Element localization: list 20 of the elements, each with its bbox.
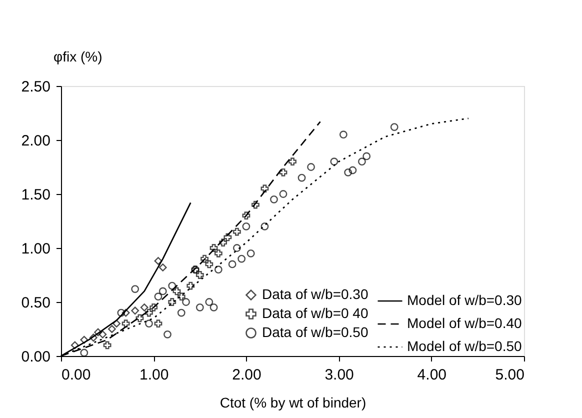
y-tick-label: 2.00: [21, 132, 50, 150]
y-tick-label: 1.50: [21, 186, 50, 204]
x-tick-label: 1.00: [140, 366, 169, 384]
y-tick-label: 2.50: [21, 78, 50, 96]
y-tick-label: 0.00: [21, 348, 50, 366]
y-axis-title: φfix (%): [54, 48, 102, 64]
x-tick-label: 3.00: [324, 366, 354, 384]
legend-label: Model of w/b=0.40: [407, 315, 522, 331]
x-tick-label: 4.00: [417, 366, 446, 384]
y-tick-label: 0.50: [21, 294, 50, 312]
y-tick-label: 1.00: [21, 240, 50, 258]
x-tick-label: 0.00: [62, 366, 91, 384]
x-tick-label: 2.00: [232, 366, 262, 384]
legend-label: Data of w/b=0.50: [262, 324, 368, 340]
legend-label: Data of w/b=0.30: [262, 286, 368, 302]
x-axis-title: Ctot (% by wt of binder): [220, 394, 366, 410]
legend-label: Model of w/b=0.30: [407, 292, 522, 308]
legend-label: Model of w/b=0.50: [407, 338, 522, 354]
x-tick-label: 5.00: [495, 366, 524, 384]
legend-label: Data of w/b=0 40: [262, 305, 368, 321]
